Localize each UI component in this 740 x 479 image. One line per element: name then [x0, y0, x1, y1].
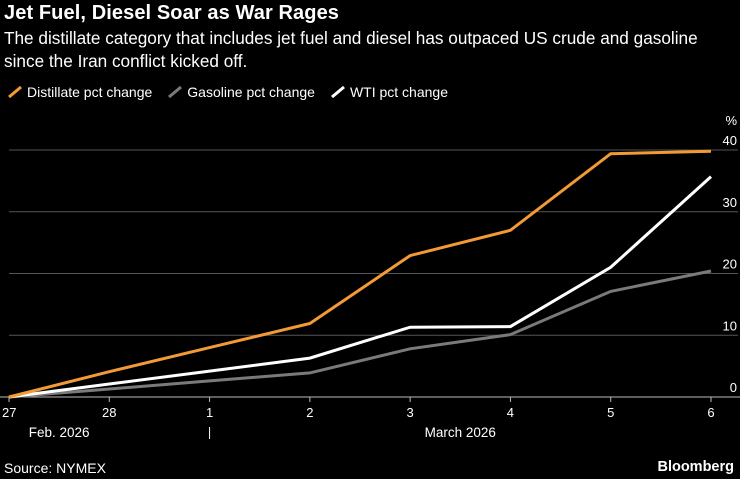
x-tick-label-6: 6 [707, 405, 714, 420]
y-tick-label-10: 10 [723, 318, 737, 333]
legend-swatch-gasoline [168, 86, 183, 98]
x-tick-label-5: 5 [607, 405, 614, 420]
legend-swatch-distillate [8, 86, 22, 98]
legend-label-gasoline: Gasoline pct change [187, 84, 315, 100]
legend: Distillate pct change Gasoline pct chang… [8, 84, 464, 100]
legend-label-wti: WTI pct change [349, 84, 448, 100]
series-line-wti [8, 175, 713, 399]
legend-item-wti: WTI pct change [330, 84, 448, 100]
month-label-0: Feb. 2026 [29, 425, 90, 440]
legend-swatch-wti [330, 86, 345, 98]
y-tick-label-30: 30 [723, 195, 737, 210]
source-note: Source: NYMEX [4, 460, 106, 476]
x-tick-label-28: 28 [102, 405, 116, 420]
series-line-distillate [8, 149, 712, 399]
x-tick-label-27: 27 [2, 405, 16, 420]
y-axis-unit-label: % [725, 113, 737, 128]
y-tick-label-40: 40 [723, 133, 737, 148]
chart-subtitle: The distillate category that includes je… [4, 28, 698, 71]
x-tick-label-3: 3 [407, 405, 414, 420]
legend-item-gasoline: Gasoline pct change [168, 84, 315, 100]
month-label-1: March 2026 [425, 425, 496, 440]
x-tick-label-2: 2 [306, 405, 313, 420]
chart-title: Jet Fuel, Diesel Soar as War Rages [4, 2, 340, 24]
legend-item-distillate: Distillate pct change [8, 84, 152, 100]
y-tick-label-0: 0 [730, 380, 737, 395]
y-tick-label-20: 20 [723, 257, 737, 272]
bloomberg-logo: Bloomberg [657, 459, 734, 475]
series-line-gasoline [8, 269, 712, 399]
x-tick-label-4: 4 [507, 405, 514, 420]
x-tick-label-1: 1 [206, 405, 213, 420]
legend-label-distillate: Distillate pct change [27, 84, 153, 100]
